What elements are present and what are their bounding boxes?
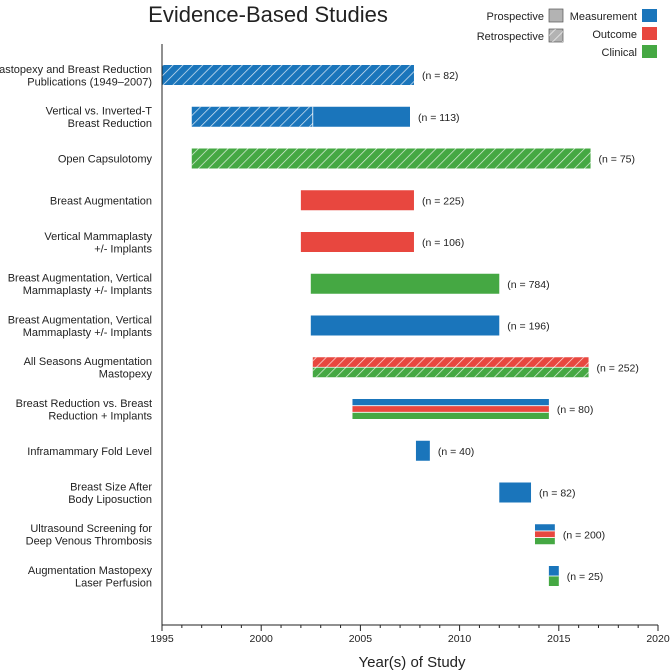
- legend-label-retrospective: Retrospective: [477, 31, 544, 43]
- sample-size-label-12: (n = 200): [563, 529, 605, 541]
- study-bar-2-measurement: [312, 106, 410, 127]
- sample-size-label-7: (n = 196): [507, 321, 549, 333]
- study-label-13: Augmentation Mastopexy Laser Perfusion: [28, 565, 153, 590]
- study-bar-9-clinical: [352, 412, 549, 419]
- study-label-3: Open Capsulotomy: [58, 154, 153, 166]
- chart-title: Evidence-Based Studies: [148, 2, 388, 27]
- legend: Prospective Retrospective Measurement Outco…: [477, 8, 657, 59]
- sample-size-label-2: (n = 113): [418, 112, 460, 124]
- study-bar-12-measurement: [534, 524, 555, 531]
- study-label-11: Breast Size After Body Liposuction: [68, 481, 152, 506]
- sample-size-label-1: (n = 82): [422, 70, 458, 82]
- sample-size-label-9: (n = 80): [557, 404, 593, 416]
- sample-size-label-6: (n = 784): [507, 279, 549, 291]
- study-bar-10-measurement: [415, 440, 430, 461]
- study-label-4: Breast Augmentation: [50, 195, 152, 207]
- study-label-12: Ultrasound Screening for Deep Venous Thro…: [26, 523, 153, 548]
- study-labels-layer: Mastopexy and Breast Reduction Publicatio…: [0, 64, 639, 590]
- study-label-8: All Seasons Augmentation Mastopexy: [24, 356, 153, 381]
- sample-size-label-5: (n = 106): [422, 237, 464, 249]
- legend-swatch-outcome: [642, 27, 657, 40]
- study-bar-6-clinical: [310, 273, 500, 294]
- legend-label-clinical: Clinical: [602, 47, 637, 59]
- legend-swatch-clinical: [642, 45, 657, 58]
- sample-size-label-4: (n = 225): [422, 195, 464, 207]
- study-bar-11-measurement: [499, 482, 532, 503]
- study-bar-5-outcome: [300, 232, 414, 252]
- legend-label-outcome: Outcome: [592, 29, 637, 41]
- study-label-10: Inframammary Fold Level: [27, 446, 152, 458]
- study-label-5: Vertical Mammaplasty +/- Implants: [44, 231, 152, 256]
- x-tick-label-1995: 1995: [150, 633, 174, 645]
- x-tick-label-2005: 2005: [349, 633, 373, 645]
- retrospective-hatch: [191, 148, 591, 169]
- x-axis-title: Year(s) of Study: [359, 654, 466, 671]
- sample-size-label-10: (n = 40): [438, 446, 474, 458]
- sample-size-label-11: (n = 82): [539, 488, 575, 500]
- study-bar-13-clinical: [548, 576, 559, 586]
- study-label-6: Breast Augmentation, Vertical Mammaplasty…: [8, 273, 153, 298]
- retrospective-hatch: [312, 367, 589, 378]
- retrospective-hatch: [162, 65, 414, 85]
- sample-size-label-13: (n = 25): [567, 571, 603, 583]
- study-label-1: Mastopexy and Breast Reduction Publicatio…: [0, 64, 152, 89]
- x-tick-label-2010: 2010: [448, 633, 472, 645]
- sample-size-label-3: (n = 75): [599, 154, 635, 166]
- bars-layer: [162, 65, 591, 586]
- study-bar-12-outcome: [534, 530, 555, 538]
- study-label-2: Vertical vs. Inverted-T Breast Reduction: [46, 106, 153, 131]
- study-label-7: Breast Augmentation, Vertical Mammaplasty…: [8, 314, 153, 339]
- study-bar-7-measurement: [310, 315, 500, 336]
- retrospective-hatch: [191, 106, 313, 127]
- sample-size-label-8: (n = 252): [597, 362, 639, 374]
- study-bar-9-measurement: [352, 399, 549, 406]
- legend-swatch-measurement: [642, 9, 657, 22]
- study-label-9: Breast Reduction vs. Breast Reduction + I…: [16, 398, 153, 423]
- legend-swatch-prospective: [548, 8, 564, 23]
- legend-swatch-hatch: [549, 29, 563, 42]
- x-tick-label-2000: 2000: [250, 633, 274, 645]
- retrospective-hatch: [312, 357, 589, 368]
- legend-label-measurement: Measurement: [570, 11, 637, 23]
- x-tick-label-2015: 2015: [547, 633, 571, 645]
- study-bar-9-outcome: [352, 405, 549, 413]
- x-tick-label-2020: 2020: [646, 633, 670, 645]
- study-bar-13-measurement: [548, 566, 559, 576]
- study-bar-12-clinical: [534, 537, 555, 545]
- study-bar-4-outcome: [300, 190, 414, 211]
- legend-label-prospective: Prospective: [487, 11, 544, 23]
- axes-layer: 1995 2000 2005 2010 2015 2020: [150, 44, 670, 645]
